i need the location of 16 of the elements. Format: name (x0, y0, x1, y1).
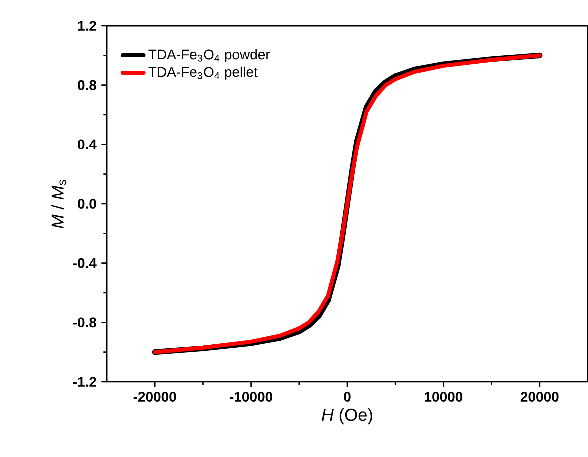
x-axis-title: H (Oe) (322, 408, 372, 425)
y-tick-label: 0.4 (78, 140, 97, 150)
x-tick-label: 10000 (425, 392, 463, 402)
y-tick-label: 1.2 (78, 21, 96, 31)
y-axis-title: M / M$_{s}$ (51, 180, 66, 228)
y-tick-label: 0.8 (78, 80, 97, 90)
x-tick-label: 20000 (520, 392, 559, 402)
legend-label: TDA-Fe$_{3}$O$_{4}$ pellet (148, 66, 258, 80)
legend-label: TDA-Fe$_{3}$O$_{4}$ powder (148, 49, 270, 62)
y-tick-label: -1.2 (73, 377, 96, 387)
y-tick-label: -0.4 (73, 258, 97, 268)
x-tick-label: 0 (344, 392, 351, 402)
y-tick-label: -0.8 (73, 318, 97, 328)
x-tick-label: -10000 (230, 392, 273, 402)
x-tick-label: -20000 (134, 392, 176, 402)
y-tick-label: 0.0 (78, 199, 96, 209)
